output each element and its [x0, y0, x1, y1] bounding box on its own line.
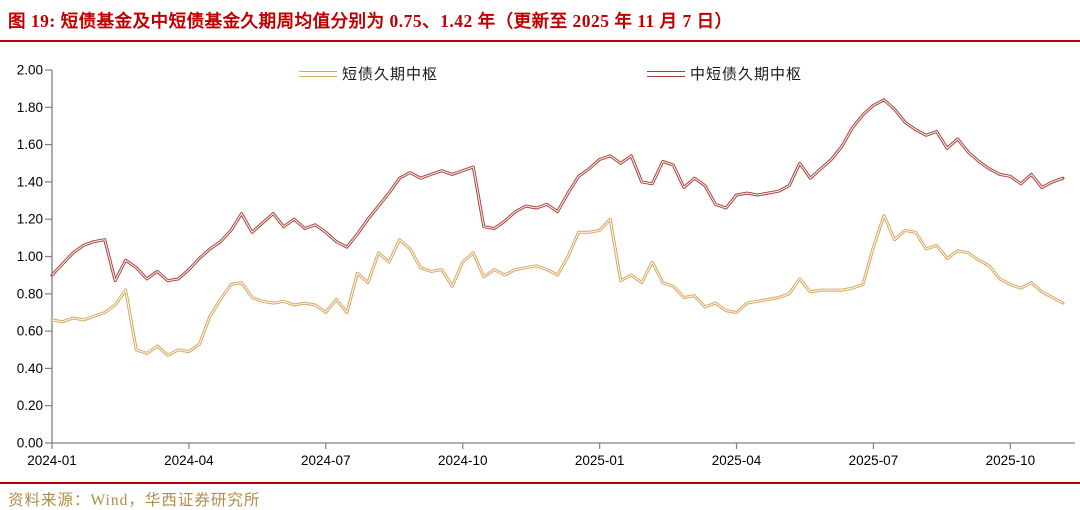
legend-item-mid-short-bond: 中短债久期中枢 [647, 63, 802, 84]
x-axis-tick-label: 2025-10 [986, 453, 1036, 468]
footer-divider-rule [0, 482, 1080, 484]
series-line-core-mid-short-bond [51, 99, 1064, 282]
x-axis-tick-label: 2024-04 [164, 453, 214, 468]
y-axis-tick-label: 0.60 [17, 324, 43, 339]
y-axis-tick-label: 0.20 [17, 398, 43, 413]
y-axis-tick-label: 2.00 [17, 63, 43, 78]
y-axis-tick-label: 0.80 [17, 286, 43, 301]
x-axis-tick-label: 2024-01 [27, 453, 77, 468]
y-axis-tick-label: 1.80 [17, 100, 43, 115]
y-axis-tick-label: 1.00 [17, 249, 43, 264]
x-axis-tick-label: 2024-10 [438, 453, 488, 468]
data-source-note: 资料来源：Wind，华西证券研究所 [8, 492, 261, 509]
x-axis-tick-label: 2025-01 [575, 453, 625, 468]
y-axis-tick-label: 0.40 [17, 361, 43, 376]
short-bond-line-swatch [299, 70, 337, 77]
legend-item-short-bond: 短债久期中枢 [299, 63, 438, 84]
y-axis-tick-label: 0.00 [17, 436, 43, 451]
legend-label-short-bond: 短债久期中枢 [342, 67, 439, 83]
legend-label-mid-short-bond: 中短债久期中枢 [690, 67, 803, 83]
y-axis-tick-label: 1.20 [17, 212, 43, 227]
mid-short-bond-line-swatch [647, 70, 685, 77]
title-divider-rule [0, 40, 1080, 42]
x-axis-tick-label: 2025-07 [849, 453, 899, 468]
figure-title: 图 19: 短债基金及中短债基金久期周均值分别为 0.75、1.42 年（更新至… [8, 11, 733, 31]
y-axis-tick-label: 1.40 [17, 174, 43, 189]
y-axis-tick-label: 1.60 [17, 137, 43, 152]
x-axis-tick-label: 2024-07 [301, 453, 351, 468]
x-axis-tick-label: 2025-04 [712, 453, 762, 468]
series-line-core-short-bond [51, 214, 1064, 356]
